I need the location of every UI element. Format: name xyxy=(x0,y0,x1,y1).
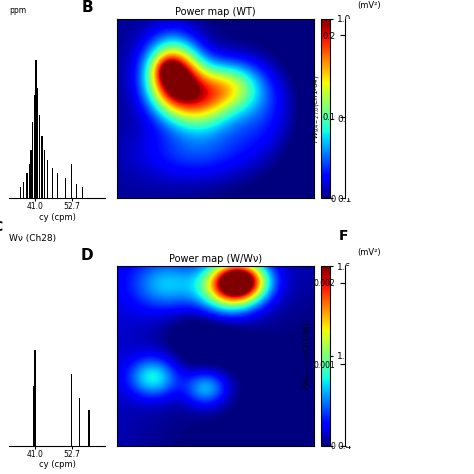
Text: Wν (Ch28): Wν (Ch28) xyxy=(9,234,56,243)
Bar xyxy=(89,410,90,446)
Text: (mV²): (mV²) xyxy=(357,248,381,257)
Bar xyxy=(79,398,80,446)
Text: ppm: ppm xyxy=(9,6,27,15)
Title: Power map (WT): Power map (WT) xyxy=(175,7,255,17)
Bar xyxy=(23,182,25,198)
Text: F: F xyxy=(339,229,349,243)
X-axis label: cy (cpm): cy (cpm) xyxy=(39,460,76,469)
Bar xyxy=(33,386,34,446)
Bar xyxy=(32,122,33,198)
Bar xyxy=(44,150,45,198)
Text: C: C xyxy=(0,220,2,234)
Bar xyxy=(35,60,36,198)
Bar xyxy=(82,187,83,198)
Y-axis label: $PW_{9.4-27.0}$(Ch1-64): $PW_{9.4-27.0}$(Ch1-64) xyxy=(311,74,321,143)
Bar xyxy=(47,160,48,198)
Bar xyxy=(30,150,32,198)
Bar xyxy=(71,164,72,198)
Bar xyxy=(52,168,53,198)
Bar xyxy=(56,173,58,198)
Text: (mV²): (mV²) xyxy=(357,1,381,10)
X-axis label: cy (cpm): cy (cpm) xyxy=(39,213,76,222)
Bar xyxy=(39,116,40,198)
Text: D: D xyxy=(80,248,93,263)
Bar xyxy=(28,164,30,198)
Bar xyxy=(64,178,66,198)
Bar xyxy=(20,187,21,198)
Bar xyxy=(76,184,77,198)
Title: Power map (W/Wν): Power map (W/Wν) xyxy=(169,254,262,264)
Bar xyxy=(41,136,43,198)
Bar xyxy=(37,88,38,198)
Bar xyxy=(34,350,36,446)
Y-axis label: $PW_{9.4-27.0}$(Ch1-64): $PW_{9.4-27.0}$(Ch1-64) xyxy=(302,322,312,390)
Text: B: B xyxy=(81,0,93,15)
Bar xyxy=(34,95,35,198)
Bar xyxy=(71,374,72,446)
